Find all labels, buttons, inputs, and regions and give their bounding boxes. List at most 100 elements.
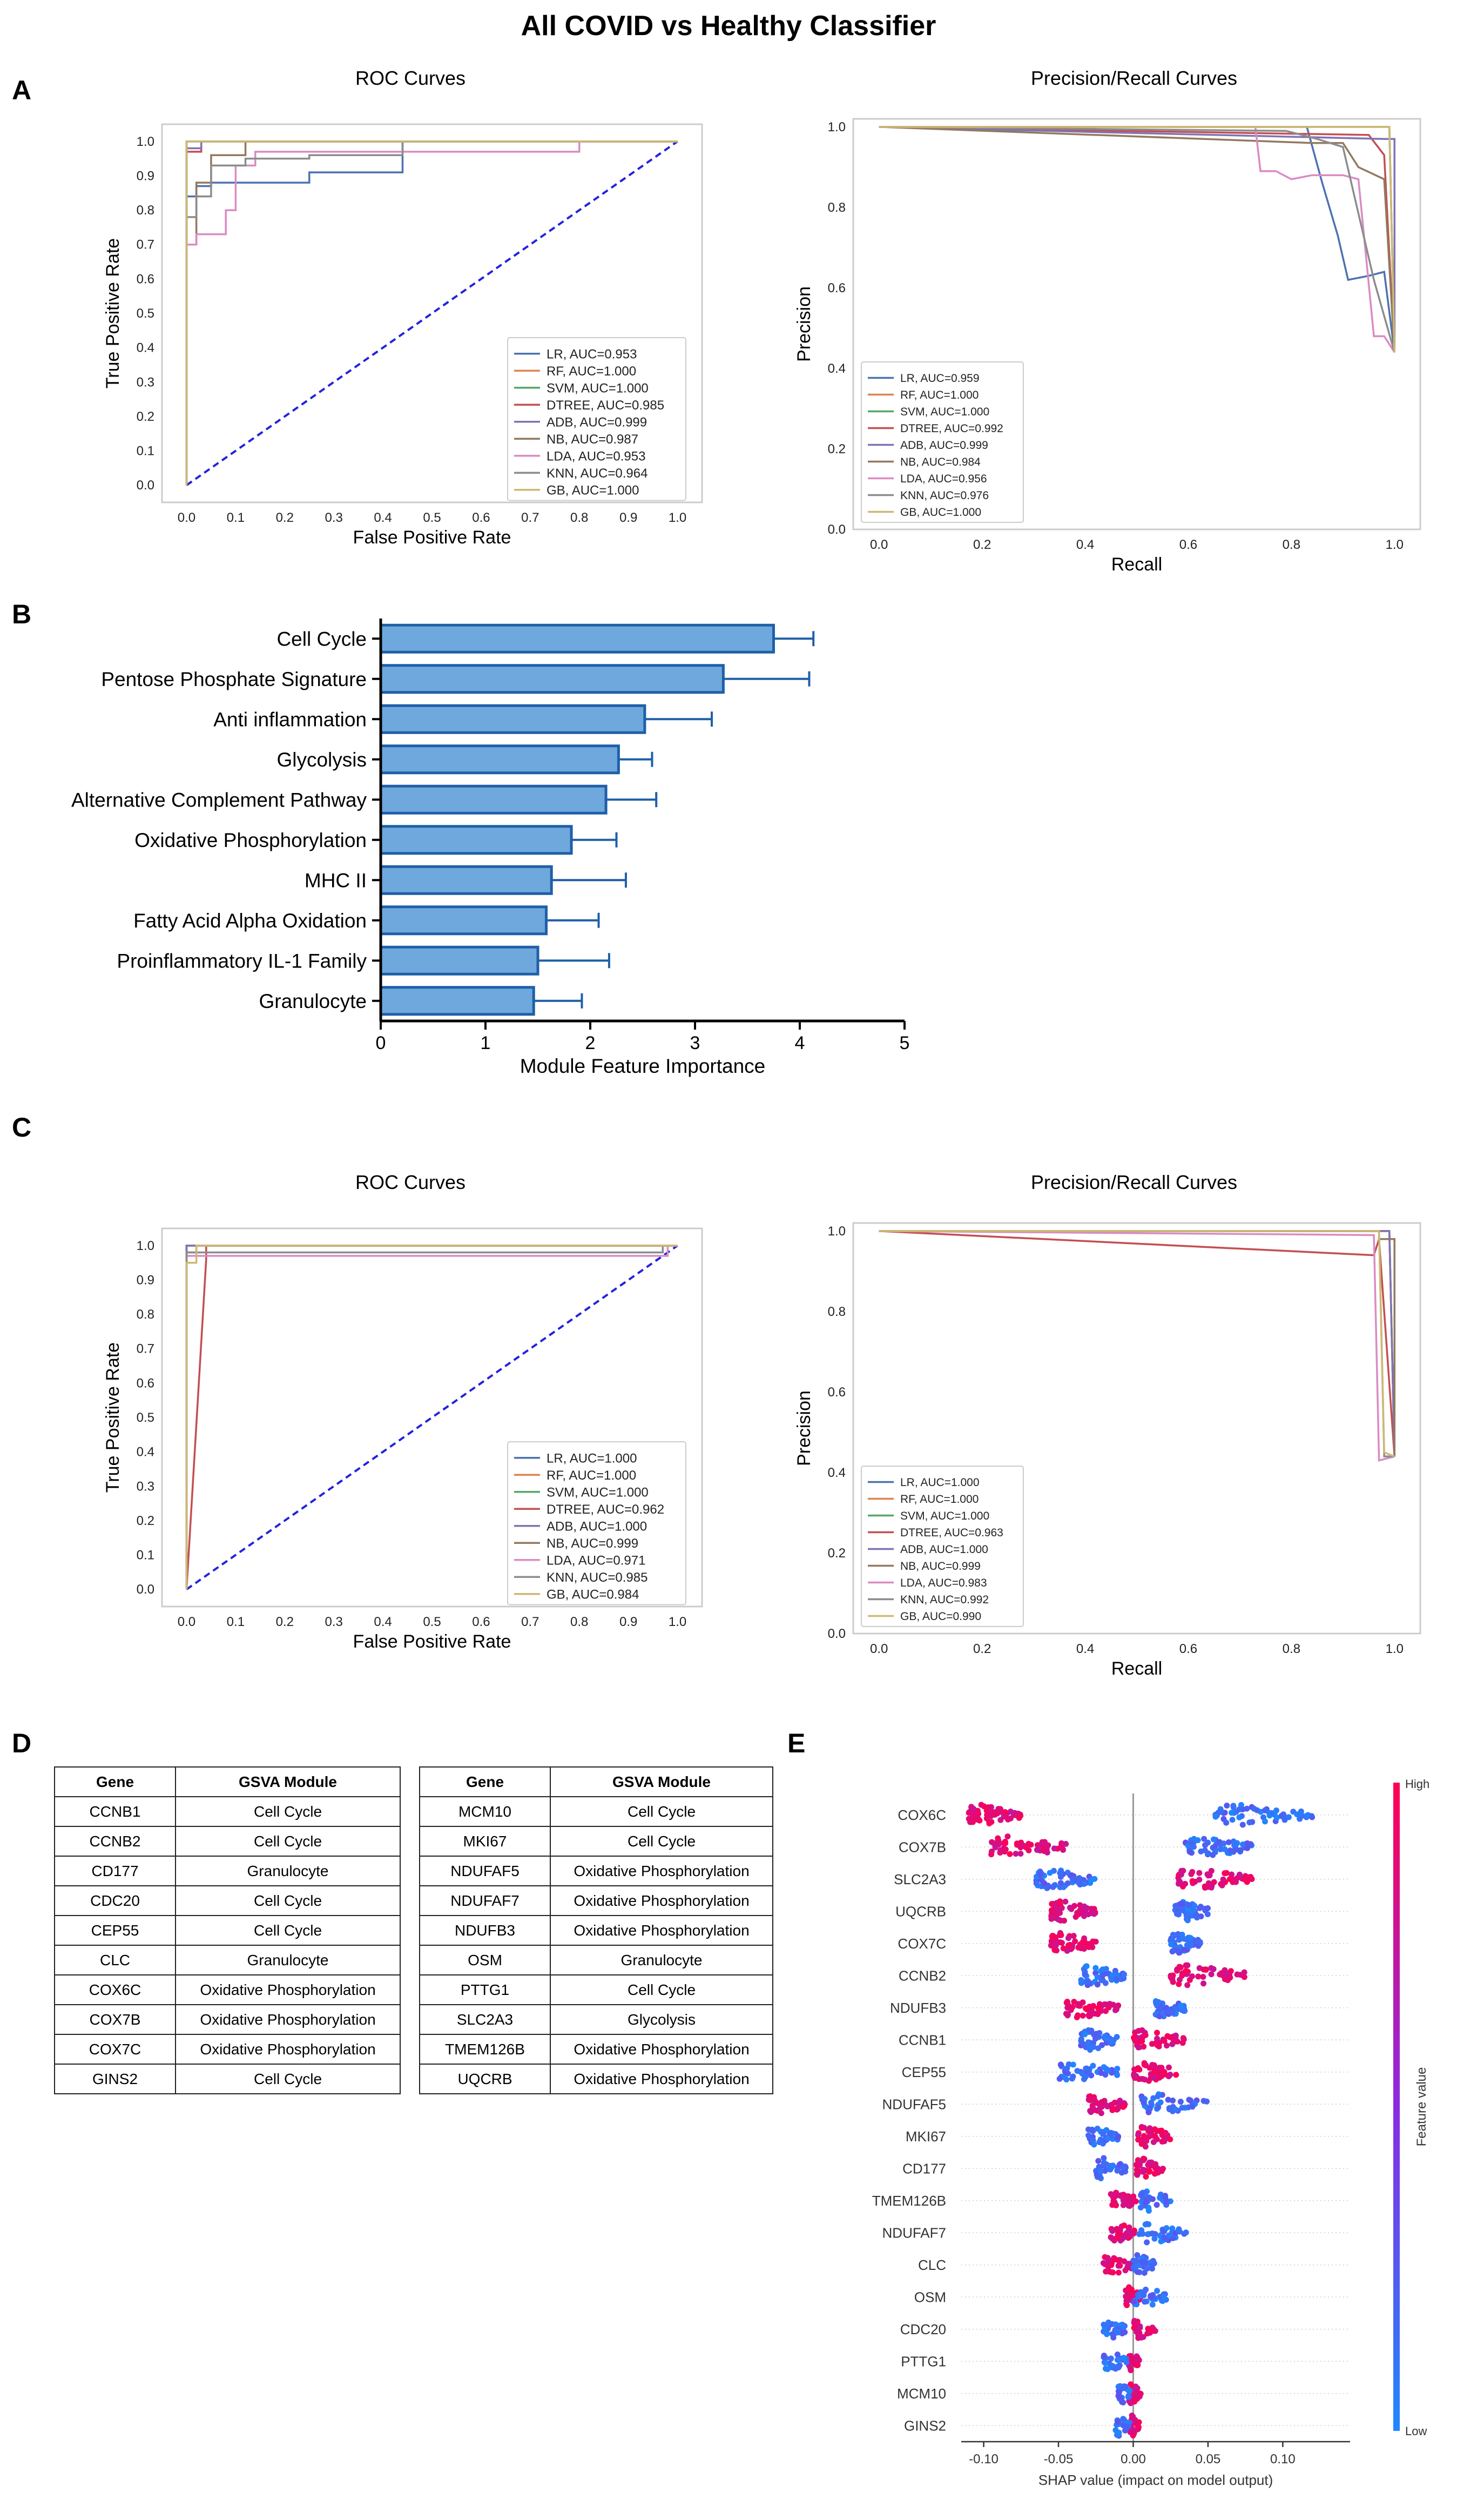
shap-point bbox=[1178, 2002, 1184, 2009]
shap-point bbox=[1115, 2388, 1122, 2395]
roc-chart-c: 0.0 0.1 0.2 0.3 0.4 0.5 0.6 0.7 0.8 0.9 1.0 0.0 0.1 0… bbox=[103, 1227, 703, 1652]
shap-point bbox=[1130, 2299, 1137, 2305]
shap-point bbox=[1148, 2328, 1154, 2334]
module-cell: Oxidative Phosphorylation bbox=[550, 1885, 773, 1916]
y-tick-label: 0.2 bbox=[137, 1514, 154, 1528]
shap-point bbox=[1187, 1934, 1193, 1941]
legend-label: KNN, AUC=0.976 bbox=[900, 489, 989, 502]
shap-point bbox=[984, 1812, 990, 1818]
module-cell: Oxidative Phosphorylation bbox=[175, 2034, 401, 2065]
shap-point bbox=[1175, 2227, 1182, 2233]
shap-point bbox=[1165, 2064, 1172, 2071]
gene-cell: COX7C bbox=[54, 2034, 176, 2065]
category-label: Fatty Acid Alpha Oxidation bbox=[133, 910, 367, 932]
shap-point bbox=[1181, 1936, 1187, 1942]
x-tick-label: 0.5 bbox=[423, 1615, 441, 1629]
shap-point bbox=[1208, 1867, 1215, 1874]
shap-point bbox=[1121, 2355, 1127, 2361]
shap-point bbox=[1262, 1807, 1268, 1813]
category-label: Anti inflammation bbox=[213, 708, 367, 730]
shap-point bbox=[1236, 1871, 1243, 1878]
shap-point bbox=[1122, 2329, 1128, 2335]
shap-point bbox=[1224, 1803, 1230, 1809]
shap-point bbox=[1210, 1836, 1217, 1843]
shap-point bbox=[1202, 1885, 1208, 1891]
shap-point bbox=[1115, 2134, 1122, 2140]
shap-point bbox=[1217, 1846, 1224, 1852]
importance-bar bbox=[379, 744, 620, 775]
x-tick-label: 0.2 bbox=[276, 1615, 294, 1629]
shap-point bbox=[989, 1839, 995, 1845]
panel-label-b: B bbox=[12, 599, 32, 629]
shap-point bbox=[1100, 2260, 1107, 2266]
shap-point bbox=[1190, 1844, 1197, 1850]
shap-point bbox=[995, 1842, 1002, 1848]
table-row: UQCRB Oxidative Phosphorylation bbox=[419, 2064, 773, 2094]
shap-point bbox=[1070, 1933, 1077, 1939]
shap-point bbox=[1170, 2034, 1177, 2041]
shap-point bbox=[1005, 1816, 1011, 1823]
shap-point bbox=[1120, 2385, 1127, 2391]
legend-label: NB, AUC=0.987 bbox=[547, 432, 638, 447]
x-tick-label: 0.1 bbox=[227, 1615, 245, 1629]
shap-point bbox=[1234, 1971, 1240, 1978]
shap-point bbox=[1114, 2034, 1120, 2040]
shap-point bbox=[1075, 2002, 1081, 2009]
legend-label: DTREE, AUC=0.962 bbox=[547, 1502, 664, 1517]
shap-point bbox=[986, 1820, 993, 1826]
pr-chart-c: 0.0 0.2 0.4 0.6 0.8 1.0 0.0 0.2 0.4 0.6 0.8 1.0 Reca… bbox=[794, 1222, 1421, 1679]
legend-label: DTREE, AUC=0.985 bbox=[547, 398, 664, 413]
y-tick-label: 0.1 bbox=[137, 444, 154, 459]
shap-point bbox=[1200, 2098, 1207, 2104]
x-tick-label: 0.7 bbox=[521, 510, 539, 525]
feature-label: UQCRB bbox=[895, 1903, 946, 1919]
category-label: Pentose Phosphate Signature bbox=[101, 668, 367, 690]
shap-summary-chart: COX6C COX7B SLC2A3 UQCRB COX7C CCNB2 NDUFB3 CCN… bbox=[872, 1777, 1430, 2488]
pr-a-title: Precision/Recall Curves bbox=[1030, 67, 1238, 89]
shap-point bbox=[1064, 2012, 1071, 2019]
shap-point bbox=[1131, 2430, 1137, 2437]
y-tick-label: 0.4 bbox=[828, 1466, 846, 1480]
shap-point bbox=[1139, 2076, 1145, 2082]
shap-point bbox=[1077, 1881, 1083, 1888]
shap-point bbox=[1004, 1833, 1011, 1840]
x-tick-label: -0.05 bbox=[1044, 2452, 1074, 2467]
shap-point bbox=[1058, 1869, 1064, 1876]
shap-point bbox=[1297, 1810, 1303, 1817]
legend-label: ADB, AUC=1.000 bbox=[900, 1543, 988, 1556]
shap-point bbox=[1126, 2286, 1132, 2292]
shap-point bbox=[1118, 2169, 1125, 2176]
legend-label: KNN, AUC=0.992 bbox=[900, 1594, 989, 1606]
shap-point bbox=[1309, 1814, 1316, 1820]
shap-point bbox=[1280, 1812, 1287, 1818]
shap-point bbox=[1057, 1873, 1064, 1880]
shap-point bbox=[1070, 2061, 1076, 2068]
shap-point bbox=[1220, 1876, 1226, 1883]
colorbar bbox=[1393, 1783, 1400, 2431]
shap-point bbox=[1070, 2073, 1076, 2080]
shap-point bbox=[1078, 1945, 1084, 1951]
table-row: CD177 Granulocyte bbox=[54, 1856, 401, 1886]
shap-point bbox=[1130, 2257, 1137, 2264]
shap-point bbox=[1056, 2075, 1063, 2082]
curve-knn bbox=[879, 126, 1395, 353]
shap-point bbox=[976, 1817, 983, 1824]
shap-point bbox=[1182, 1880, 1189, 1887]
shap-point bbox=[1132, 2264, 1139, 2271]
category-label: Glycolysis bbox=[276, 749, 367, 771]
shap-point bbox=[1082, 1940, 1088, 1947]
x-tick-label: 0.7 bbox=[521, 1615, 539, 1629]
category-label: Granulocyte bbox=[259, 990, 367, 1012]
shap-point bbox=[1268, 1810, 1274, 1816]
y-tick-label: 0.9 bbox=[137, 1273, 154, 1287]
shap-point bbox=[1134, 2362, 1141, 2369]
y-tick-label: 0.7 bbox=[137, 1342, 154, 1356]
shap-point bbox=[1065, 1935, 1071, 1941]
x-tick-label: 0.8 bbox=[1283, 537, 1300, 552]
shap-point bbox=[1131, 2066, 1138, 2073]
curve-knn bbox=[185, 140, 678, 486]
module-cell: Oxidative Phosphorylation bbox=[550, 2034, 773, 2065]
importance-bar bbox=[379, 865, 553, 895]
legend-label: RF, AUC=1.000 bbox=[900, 389, 979, 401]
shap-point bbox=[1090, 1939, 1096, 1945]
